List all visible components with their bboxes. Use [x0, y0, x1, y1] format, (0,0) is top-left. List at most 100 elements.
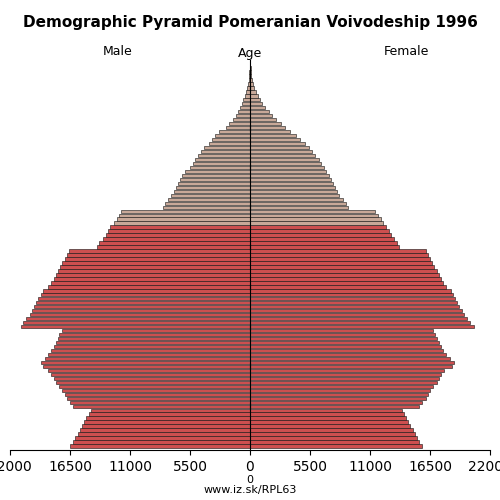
Bar	[52, 372, 250, 376]
Bar	[102, 238, 250, 241]
Bar	[250, 349, 443, 352]
Bar	[250, 380, 436, 384]
Bar	[184, 170, 250, 173]
Bar	[59, 384, 250, 388]
Bar	[196, 158, 250, 161]
Bar	[42, 289, 250, 292]
Bar	[69, 250, 250, 252]
Bar	[178, 182, 250, 185]
Bar	[250, 424, 410, 428]
Bar	[36, 301, 250, 304]
Bar	[250, 110, 268, 114]
Bar	[250, 325, 474, 328]
Bar	[250, 321, 470, 324]
Bar	[64, 258, 250, 260]
Bar	[248, 78, 250, 82]
Bar	[215, 134, 250, 138]
Bar	[250, 114, 272, 117]
Bar	[250, 146, 309, 149]
Bar	[250, 396, 426, 400]
Bar	[250, 440, 419, 444]
Bar	[38, 297, 250, 300]
Bar	[250, 230, 388, 233]
Bar	[250, 388, 430, 392]
Bar	[250, 301, 458, 304]
Bar	[58, 337, 250, 340]
Bar	[244, 98, 250, 102]
Bar	[250, 273, 438, 276]
Bar	[240, 106, 250, 110]
Bar	[208, 142, 250, 146]
Bar	[48, 285, 250, 288]
Bar	[245, 94, 250, 98]
Text: Male: Male	[103, 45, 133, 58]
Bar	[198, 154, 250, 157]
Bar	[62, 329, 250, 332]
Bar	[70, 400, 250, 404]
Bar	[236, 114, 250, 117]
Bar	[26, 317, 250, 320]
Bar	[250, 86, 254, 90]
Bar	[250, 70, 251, 73]
Bar	[250, 408, 402, 412]
Bar	[250, 250, 426, 252]
Bar	[182, 174, 250, 177]
Bar	[119, 214, 250, 217]
Bar	[250, 222, 383, 225]
Bar	[230, 122, 250, 126]
Bar	[250, 281, 443, 284]
Bar	[58, 269, 250, 272]
Bar	[172, 194, 250, 197]
Bar	[40, 361, 250, 364]
Bar	[74, 404, 250, 408]
Bar	[250, 353, 446, 356]
Bar	[250, 158, 318, 161]
Bar	[42, 364, 250, 368]
Bar	[250, 357, 450, 360]
Bar	[250, 166, 324, 169]
Bar	[250, 142, 304, 146]
Bar	[84, 420, 250, 424]
Bar	[250, 210, 376, 213]
Bar	[250, 218, 381, 221]
Bar	[250, 364, 452, 368]
Bar	[250, 444, 422, 448]
Bar	[40, 293, 250, 296]
Bar	[48, 353, 250, 356]
Bar	[86, 416, 250, 420]
Bar	[250, 361, 454, 364]
Bar	[250, 226, 386, 229]
Bar	[250, 74, 252, 78]
Bar	[56, 273, 250, 276]
Bar	[108, 230, 250, 233]
Bar	[250, 341, 438, 344]
Bar	[98, 246, 250, 248]
Bar	[74, 440, 250, 444]
Bar	[250, 337, 436, 340]
Bar	[162, 206, 250, 209]
Bar	[82, 424, 250, 428]
Bar	[250, 122, 280, 126]
Bar	[249, 74, 250, 78]
Bar	[66, 254, 250, 256]
Bar	[100, 242, 250, 245]
Bar	[250, 345, 441, 348]
Bar	[250, 134, 296, 138]
Bar	[250, 246, 400, 248]
Bar	[176, 186, 250, 189]
Bar	[66, 396, 250, 400]
Bar	[59, 333, 250, 336]
Bar	[45, 357, 250, 360]
Bar	[250, 118, 276, 122]
Bar	[250, 182, 333, 185]
Bar	[250, 82, 254, 86]
Bar	[250, 289, 450, 292]
Bar	[30, 313, 250, 316]
Bar	[250, 305, 460, 308]
Bar	[248, 82, 250, 86]
Bar	[88, 412, 250, 416]
Bar	[250, 154, 316, 157]
Bar	[232, 118, 250, 122]
Bar	[250, 333, 436, 336]
Bar	[250, 98, 260, 102]
